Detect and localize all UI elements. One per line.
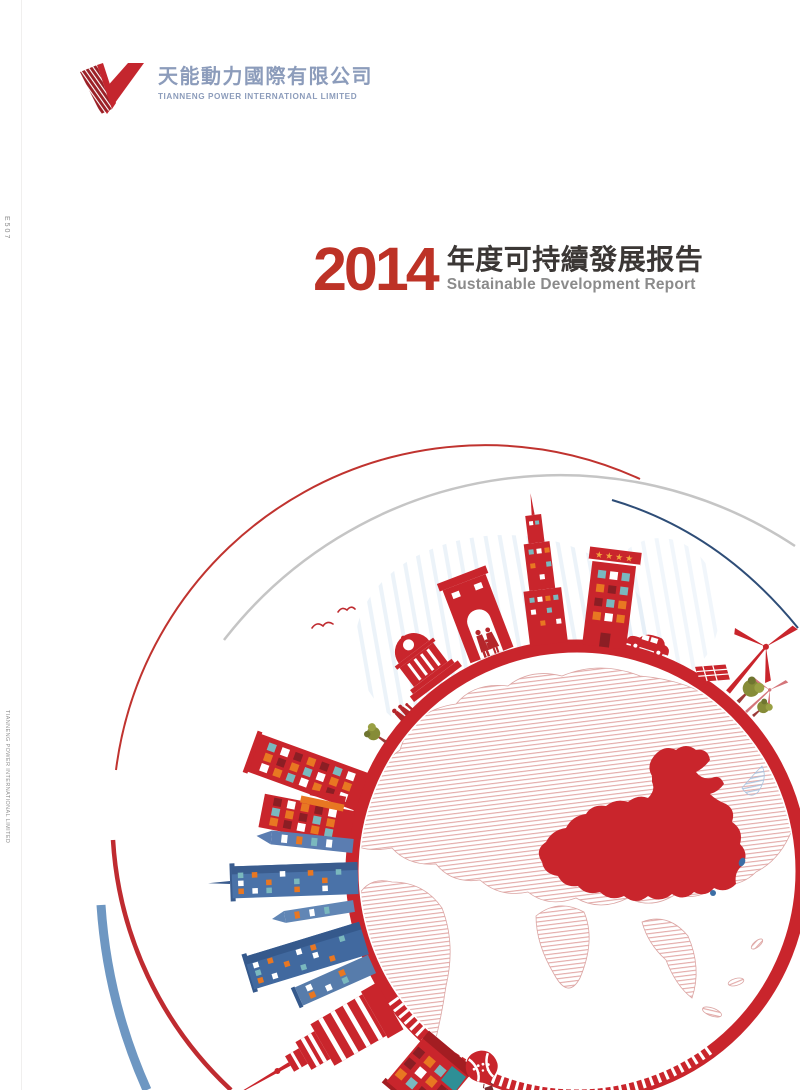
kite xyxy=(441,1066,466,1090)
company-logo: 天能動力國際有限公司 TIANNENG POWER INTERNATIONAL … xyxy=(76,62,373,116)
globe-earth xyxy=(345,639,800,1090)
empire-tower xyxy=(229,982,404,1090)
blue-city-towers xyxy=(208,830,377,1009)
arc-navy xyxy=(611,499,799,629)
skyscraper xyxy=(523,493,568,647)
red-car xyxy=(625,634,669,658)
family-silhouette xyxy=(475,627,500,658)
report-year: 2014 xyxy=(313,235,440,303)
india-landmass xyxy=(535,905,590,989)
company-name-zh: 天能動力國際有限公司 xyxy=(158,66,373,88)
cover-illustration: ★★★★ xyxy=(96,444,800,1090)
four-star-hotel: ★★★★ xyxy=(582,546,642,650)
islands xyxy=(702,938,764,1018)
arc-red-thick xyxy=(110,839,233,1090)
hainan-island xyxy=(710,890,716,896)
report-title-text: 年度可持續發展报告 Sustainable Development Report xyxy=(447,245,704,293)
company-name-en: TIANNENG POWER INTERNATIONAL LIMITED xyxy=(158,92,358,101)
page-edge-line xyxy=(21,0,22,1090)
globe-rim-hatch xyxy=(388,996,714,1090)
dome-building xyxy=(394,633,462,703)
spine-mark-bottom: TIANNENG POWER INTERNATIONAL LIMITED xyxy=(4,710,10,844)
birds xyxy=(311,606,356,629)
wind-turbine xyxy=(726,625,798,694)
hot-air-balloon xyxy=(465,1050,498,1090)
orbit-arcs xyxy=(96,444,799,1090)
red-slab-buildings xyxy=(242,730,369,845)
china-map xyxy=(538,746,746,901)
report-title-zh: 年度可持續發展报告 xyxy=(446,244,704,276)
solar-panel xyxy=(695,664,730,692)
logo-text-block: 天能動力國際有限公司 TIANNENG POWER INTERNATIONAL … xyxy=(158,62,373,101)
pedestrians xyxy=(392,703,413,722)
arc-red-thin xyxy=(115,444,641,771)
report-title: 2014 年度可持續發展报告 Sustainable Development R… xyxy=(313,235,704,303)
arc-blue-thick xyxy=(96,904,152,1090)
report-title-en: Sustainable Development Report xyxy=(446,275,696,293)
japan-islands xyxy=(741,765,765,796)
spine-mark-top: E507 xyxy=(3,216,10,241)
southeast-asia-landmass xyxy=(641,918,697,999)
taiwan-island xyxy=(738,857,746,867)
triumphal-arch xyxy=(436,565,514,664)
arc-gray xyxy=(223,473,796,641)
logo-v-mark-icon xyxy=(80,63,144,114)
